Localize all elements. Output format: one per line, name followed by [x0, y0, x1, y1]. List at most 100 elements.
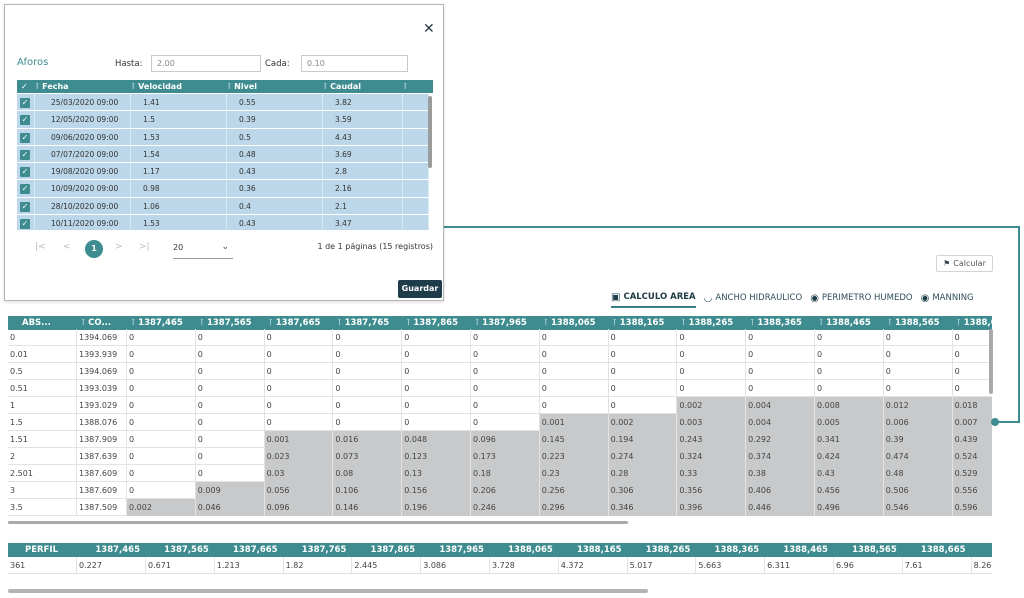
row-checkbox[interactable]: ✓ — [17, 180, 35, 197]
column-header[interactable]: ⊺ 1388,265 — [677, 316, 746, 330]
cada-input[interactable] — [301, 55, 408, 72]
connector-line — [995, 421, 1020, 423]
row-checkbox[interactable]: ✓ — [17, 163, 35, 180]
perfil-column-header: 1388,665 — [920, 545, 966, 555]
first-page-button[interactable]: |< — [35, 242, 46, 252]
column-nivel[interactable]: ⊺ Nivel — [227, 82, 257, 91]
row-checkbox[interactable]: ✓ — [17, 111, 35, 128]
area-grid-vertical-scrollbar[interactable] — [989, 329, 993, 394]
previous-page-button[interactable]: < — [63, 242, 71, 252]
column-header[interactable]: ⊺ 1387,765 — [333, 316, 402, 330]
column-header[interactable]: ⊺ 1388,165 — [609, 316, 678, 330]
table-cell: 0.008 — [814, 397, 884, 414]
column-header[interactable]: ⊺1388,665 — [953, 316, 992, 330]
column-label: 1388,065 — [550, 318, 596, 328]
table-cell: 1387.509 — [77, 499, 127, 516]
tab-calculo-area[interactable]: ▣ CALCULO AREA — [611, 288, 696, 308]
row-checkbox[interactable]: ✓ — [17, 145, 35, 163]
last-page-button[interactable]: >| — [139, 242, 150, 252]
page-size-select[interactable]: 20 ⌄ — [173, 241, 233, 259]
cell-velocidad: 0.98 — [131, 180, 227, 197]
column-header[interactable]: ABS... — [8, 316, 77, 330]
column-label: 1388,465 — [826, 318, 871, 328]
row-checkbox[interactable]: ✓ — [17, 215, 35, 230]
column-fecha[interactable]: ⊺ Fecha — [35, 82, 69, 91]
aforo-row[interactable]: ✓ 12/05/2020 09:00 1.5 0.39 3.59 — [17, 111, 429, 129]
calcular-button[interactable]: ⚑ Calcular — [936, 255, 993, 272]
tab-perimetro-humedo[interactable]: ◉ PERIMETRO HUMEDO — [810, 288, 912, 308]
chevron-down-icon: ⌄ — [221, 242, 229, 252]
row-checkbox[interactable]: ✓ — [17, 94, 35, 111]
aforo-row[interactable]: ✓ 09/06/2020 09:00 1.53 0.5 4.43 — [17, 128, 429, 146]
filter-icon: ⊺ — [35, 82, 40, 91]
perfil-cell: 0.227 — [77, 557, 146, 574]
table-cell: 0.012 — [883, 397, 953, 414]
aforo-row[interactable]: ✓ 28/10/2020 09:00 1.06 0.4 2.1 — [17, 197, 429, 216]
column-header[interactable]: ⊺ 1388,365 — [746, 316, 815, 330]
column-header[interactable]: ⊺ 1387,965 — [471, 316, 540, 330]
perfil-grid-header: PERFIL 1387,465 1387,565 1387,665 1387,765 13… — [8, 543, 992, 557]
table-cell: 1.5 — [8, 414, 77, 431]
aforo-row[interactable]: ✓ 25/03/2020 09:00 1.41 0.55 3.82 — [17, 94, 429, 112]
perfil-column-header: 1388,265 — [645, 545, 691, 555]
row-checkbox[interactable]: ✓ — [17, 197, 35, 215]
row-checkbox[interactable]: ✓ — [17, 128, 35, 145]
table-cell: 1387.639 — [77, 448, 127, 465]
table-row: 1.51 1387.909 0 0 0.001 0.016 0.048 0.096 0.145 0… — [8, 431, 992, 448]
aforo-row[interactable]: ✓ 07/07/2020 09:00 1.54 0.48 3.69 — [17, 145, 429, 164]
column-header[interactable]: ⊺ 1387,865 — [402, 316, 471, 330]
table-cell: 0.346 — [608, 499, 678, 516]
filter-icon: ⊺ — [131, 318, 136, 327]
table-cell: 1393.939 — [77, 346, 127, 363]
column-header[interactable]: ⊺ 1387,465 — [127, 316, 196, 330]
table-cell: 0 — [127, 465, 196, 482]
table-cell: 0 — [609, 363, 678, 380]
column-label: 1387,865 — [413, 318, 458, 328]
perfil-row: 361 0.227 0.671 1.213 1.82 2.445 3.086 3.728 4.3… — [8, 557, 992, 574]
column-header[interactable]: ⊺ CO... — [77, 316, 127, 330]
aforos-vertical-scrollbar[interactable] — [428, 96, 432, 168]
aforo-row[interactable]: ✓ 10/09/2020 09:00 0.98 0.36 2.16 — [17, 180, 429, 198]
filter-icon: ⊺ — [474, 318, 480, 327]
column-velocidad[interactable]: ⊺ Velocidad — [131, 82, 182, 91]
tab-manning[interactable]: ◉ MANNING — [921, 288, 974, 308]
table-cell: 0.003 — [677, 414, 747, 431]
perfil-column-header: 1387,765 — [301, 545, 347, 555]
table-cell: 0.016 — [333, 431, 403, 448]
page-size-value: 20 — [173, 243, 184, 252]
table-cell: 0 — [196, 431, 265, 448]
column-header[interactable]: ⊺ 1388,565 — [884, 316, 953, 330]
aforo-row[interactable]: ✓ 10/11/2020 09:00 1.53 0.43 3.47 — [17, 215, 429, 230]
next-page-button[interactable]: > — [115, 242, 123, 252]
tab-ancho-hidraulico[interactable]: ◡ ANCHO HIDRAULICO — [704, 288, 803, 308]
cell-fecha: 19/08/2020 09:00 — [35, 163, 131, 180]
column-header[interactable]: ⊺ 1387,665 — [265, 316, 334, 330]
perfil-column-header: 1387,865 — [370, 545, 416, 555]
column-header[interactable]: ⊺ 1388,065 — [540, 316, 609, 330]
column-caudal[interactable]: ⊺ Caudal — [323, 82, 362, 91]
tab-label: ANCHO HIDRAULICO — [715, 293, 803, 303]
table-cell: 0 — [196, 414, 265, 431]
pagination-info: 1 de 1 páginas (15 registros) — [317, 242, 433, 251]
area-grid-horizontal-scrollbar[interactable] — [8, 521, 628, 524]
table-cell: 0 — [884, 363, 953, 380]
table-cell: 0 — [609, 380, 678, 397]
filter-icon: ⊺ — [131, 82, 136, 91]
table-cell: 0 — [815, 329, 884, 346]
column-extra[interactable]: ⊺ — [403, 80, 433, 93]
aforo-row[interactable]: ✓ 19/08/2020 09:00 1.17 0.43 2.8 — [17, 163, 429, 181]
page-1-button[interactable]: 1 — [85, 240, 103, 258]
table-cell: 0.223 — [539, 448, 609, 465]
area-grid-body: 0 1394.069 0 0 0 0 0 0 0 0 0 0 0 0 0 0.01 1393.939 0 0 0 0 0 0… — [8, 329, 992, 523]
perfil-cell: 1.213 — [215, 557, 284, 574]
close-icon[interactable]: ✕ — [423, 21, 435, 37]
table-cell: 0.146 — [333, 499, 403, 516]
table-cell: 0.007 — [952, 414, 992, 431]
guardar-button[interactable]: Guardar — [398, 280, 442, 298]
perfil-horizontal-scrollbar[interactable] — [8, 589, 648, 593]
hasta-input[interactable] — [151, 55, 261, 72]
column-header[interactable]: ⊺ 1388,465 — [815, 316, 884, 330]
column-header[interactable]: ⊺ 1387,565 — [196, 316, 265, 330]
cell-velocidad: 1.53 — [131, 128, 227, 145]
select-all-checkbox[interactable]: ✓ — [21, 82, 28, 91]
